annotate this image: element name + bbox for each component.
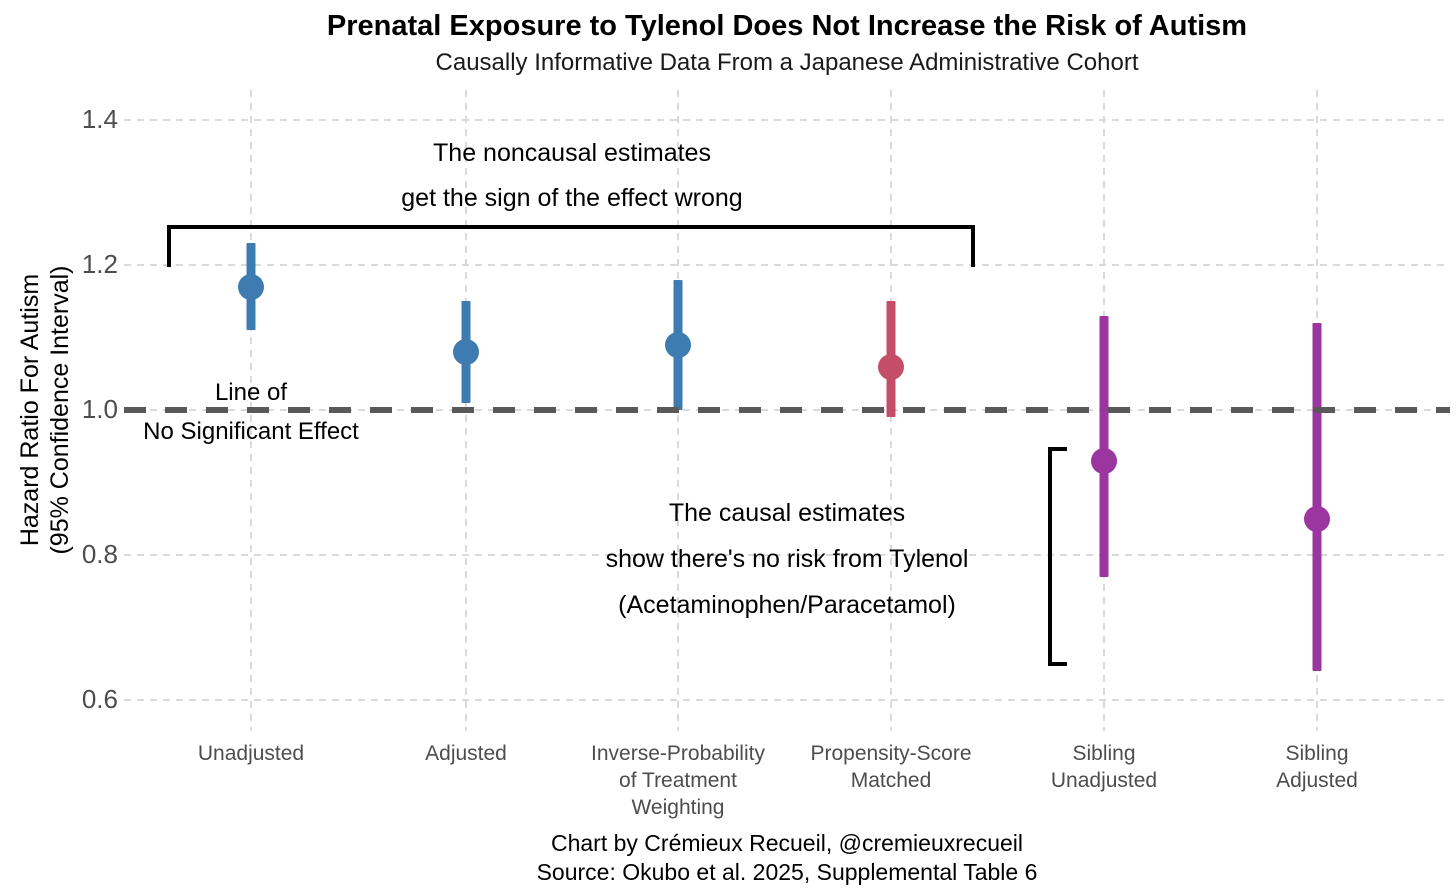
y-tick-label-1.2: 1.2 xyxy=(81,249,118,279)
gridline-horizontal-1.2 xyxy=(124,264,1450,266)
footer-source: Source: Okubo et al. 2025, Supplemental … xyxy=(536,859,1038,885)
y-tick-label-1.4: 1.4 xyxy=(81,104,118,134)
y-tick-label-1.0: 1.0 xyxy=(81,394,118,424)
reference-line-label: Line of No Significant Effect xyxy=(143,379,359,445)
point-adjusted xyxy=(453,339,479,365)
point-propensity-score xyxy=(878,353,904,380)
ci-whisker-sibling xyxy=(1312,323,1322,671)
gridline-horizontal-0.6 xyxy=(124,699,1450,701)
x-label-adjusted: Adjusted xyxy=(425,742,507,765)
ci-whisker-sibling xyxy=(1099,315,1109,577)
reference-line-hr-1 xyxy=(124,407,1450,413)
x-label-sibling: Sibling Adjusted xyxy=(1276,742,1358,792)
point-unadjusted xyxy=(238,273,264,300)
chart-title: Prenatal Exposure to Tylenol Does Not In… xyxy=(326,10,1248,42)
y-tick-label-0.6: 0.6 xyxy=(81,684,118,714)
footer-credit: Chart by Crémieux Recueil, @cremieuxrecu… xyxy=(550,830,1024,856)
x-label-sibling: Sibling Unadjusted xyxy=(1050,742,1158,792)
noncausal-bracket xyxy=(167,225,975,267)
point-inverse-probability xyxy=(665,331,691,358)
causal-annotation: The causal estimates show there's no ris… xyxy=(605,499,969,619)
y-tick-label-0.8: 0.8 xyxy=(81,539,118,569)
point-sibling xyxy=(1304,505,1330,532)
x-label-inverse-probability: Inverse-Probability of Treatment Weighti… xyxy=(591,742,765,819)
gridline-horizontal-1.4 xyxy=(124,119,1450,121)
causal-bracket xyxy=(1048,447,1067,666)
noncausal-annotation: The noncausal estimates get the sign of … xyxy=(401,139,743,212)
gridline-horizontal-0.8 xyxy=(124,554,1450,556)
point-sibling xyxy=(1091,447,1117,474)
chart-subtitle: Causally Informative Data From a Japanes… xyxy=(435,49,1139,76)
x-label-unadjusted: Unadjusted xyxy=(197,742,305,765)
x-label-propensity-score: Propensity-Score Matched xyxy=(810,742,972,792)
